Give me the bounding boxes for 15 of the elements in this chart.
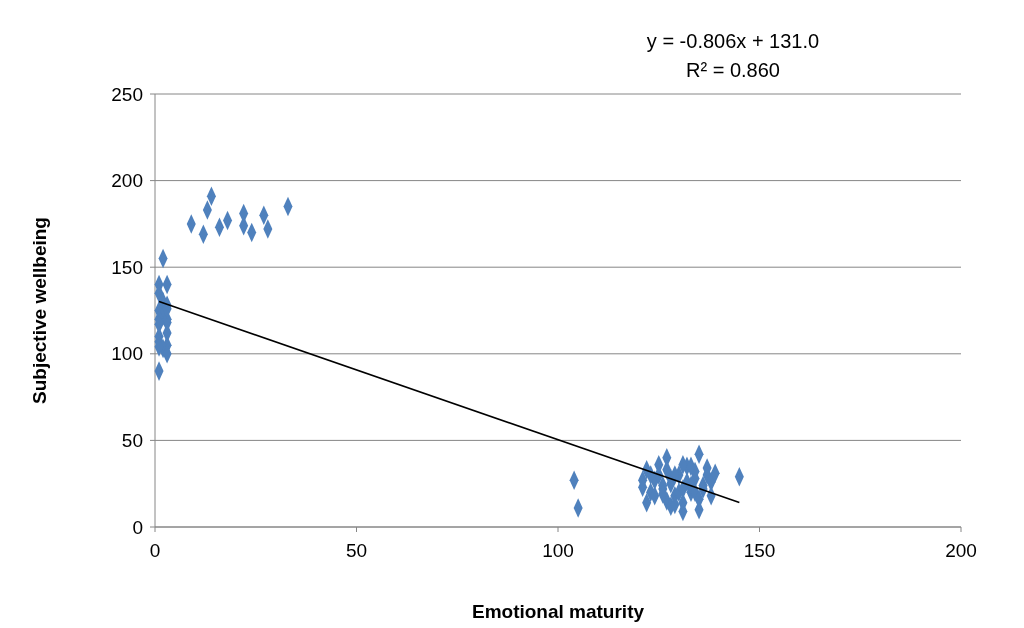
text: R² = 0.860: [686, 59, 780, 81]
x-axis-title: Emotional maturity: [471, 601, 645, 622]
text: y = -0.806x + 131.0: [646, 30, 820, 52]
x-tick-label: 0: [149, 540, 161, 561]
y-tick-label: 150: [111, 256, 143, 278]
x-tick-label: 150: [743, 540, 776, 561]
x-tick-label: 50: [345, 540, 368, 561]
y-tick-label: 250: [111, 83, 143, 105]
y-tick-label: 50: [121, 430, 143, 452]
y-tick-label: 200: [111, 170, 143, 192]
y-tick-label: 0: [132, 516, 143, 538]
x-tick-label: 100: [542, 540, 574, 561]
y-axis-title: Subjective wellbeing: [29, 217, 50, 404]
y-tick-label: 100: [111, 343, 143, 365]
x-tick-label: 200: [945, 540, 977, 561]
